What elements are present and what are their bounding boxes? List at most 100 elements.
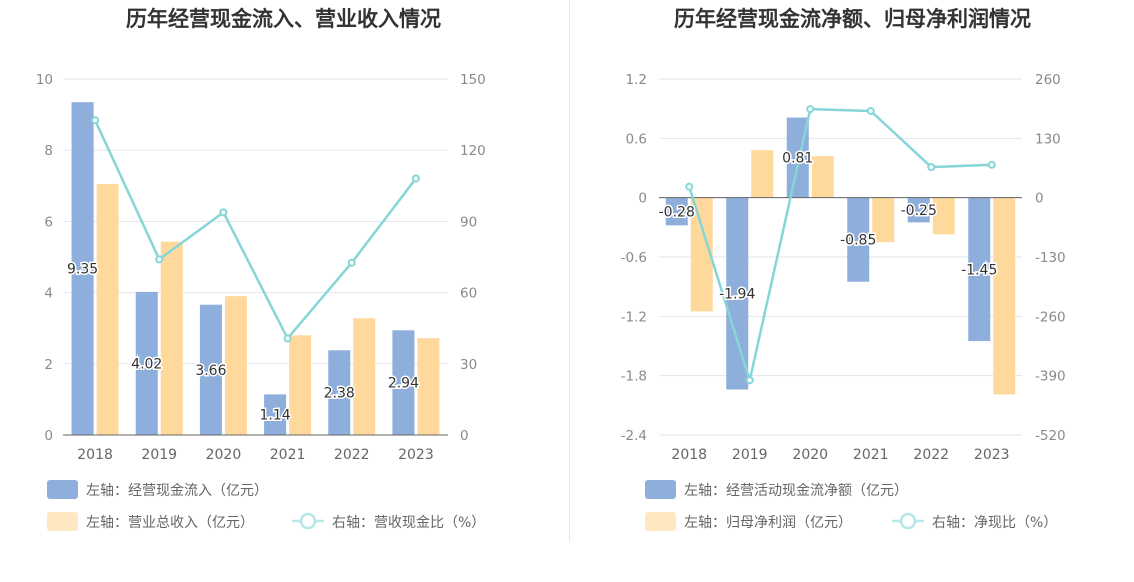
bar-value-label-2021: 1.14 (259, 408, 290, 424)
secondary-bar-2021 (872, 197, 895, 243)
right-axis-tick-label: 130 (1035, 131, 1061, 147)
bar-value-label-2022: -0.25 (901, 203, 937, 219)
legend-label-primary: 左轴：经营活动现金流净额（亿元） (684, 483, 908, 499)
left-axis-tick-label: 0 (638, 191, 647, 207)
category-label-2018: 2018 (77, 447, 113, 463)
category-label-2023: 2023 (974, 447, 1010, 463)
bar-value-label-2020: 0.81 (782, 151, 813, 167)
legend-swatch-line-marker (299, 512, 317, 530)
right-axis-tick-label: 260 (1035, 72, 1061, 88)
ratio-point-2021 (283, 334, 292, 343)
bar-value-label-2018: 9.35 (67, 262, 98, 278)
category-label-2022: 2022 (334, 447, 370, 463)
primary-bar-2020 (199, 304, 222, 435)
ratio-point-2020 (219, 208, 228, 217)
ratio-point-2022 (927, 163, 936, 172)
legend-label-secondary: 左轴：营业总收入（亿元） (86, 515, 254, 531)
secondary-bar-2023 (417, 338, 440, 435)
primary-bar-2023 (968, 197, 991, 342)
legend-label-primary: 左轴：经营现金流入（亿元） (86, 483, 268, 499)
category-label-2019: 2019 (732, 447, 768, 463)
left-axis-tick-label: 6 (44, 214, 53, 230)
secondary-bar-2019 (751, 150, 774, 198)
category-label-2019: 2019 (141, 447, 177, 463)
primary-bar-2018 (71, 102, 94, 435)
bar-value-label-2023: -1.45 (961, 262, 997, 278)
right-axis-tick-label: 0 (1035, 191, 1044, 207)
left-axis-tick-label: -1.2 (621, 309, 647, 325)
right-chart-title: 历年经营现金流净额、归母净利润情况 (674, 7, 1031, 31)
bar-value-label-2019: -1.94 (719, 287, 755, 303)
ratio-point-2018 (685, 182, 694, 191)
secondary-bar-2018 (690, 197, 713, 312)
left-axis-tick-label: -1.8 (621, 369, 647, 385)
right-axis-tick-label: 150 (460, 72, 486, 88)
ratio-point-2019 (155, 255, 164, 264)
secondary-bar-2018 (96, 184, 119, 435)
category-label-2021: 2021 (270, 447, 306, 463)
left-axis-tick-label: 0 (44, 428, 53, 444)
bar-value-label-2018: -0.28 (659, 205, 695, 221)
left-axis-tick-label: -2.4 (621, 428, 647, 444)
category-label-2018: 2018 (671, 447, 707, 463)
left-axis-tick-label: 1.2 (626, 72, 647, 88)
primary-bar-2022 (328, 350, 351, 435)
category-label-2020: 2020 (792, 447, 828, 463)
category-label-2022: 2022 (913, 447, 949, 463)
left-axis-tick-label: 2 (44, 357, 53, 373)
right-axis-tick-label: 90 (460, 214, 477, 230)
secondary-bar-2022 (353, 318, 376, 435)
secondary-bar-2020 (224, 296, 247, 435)
ratio-point-2018 (91, 116, 100, 125)
legend-label-secondary: 左轴：归母净利润（亿元） (684, 514, 852, 531)
right-axis-tick-label: 120 (460, 143, 486, 159)
bar-value-label-2022: 2.38 (324, 386, 355, 402)
category-label-2020: 2020 (206, 447, 242, 463)
ratio-line (688, 107, 992, 386)
ratio-point-2022 (347, 258, 356, 267)
bar-value-label-2021: -0.85 (840, 233, 876, 249)
primary-bar-2018 (665, 197, 688, 226)
right-axis-tick-label: -390 (1035, 369, 1066, 385)
secondary-bar-2022 (932, 197, 955, 235)
primary-bar-2019 (135, 291, 158, 435)
category-label-2023: 2023 (398, 447, 434, 463)
left-axis-tick-label: 0.6 (626, 131, 647, 147)
ratio-point-2021 (866, 106, 875, 115)
legend-label-line: 右轴：净现比（%） (932, 515, 1057, 531)
chart-divider (569, 0, 570, 542)
ratio-point-2023 (987, 160, 996, 169)
left-axis-tick-label: 10 (36, 72, 53, 88)
right-axis-tick-label: 0 (460, 428, 469, 444)
secondary-bar-2019 (160, 241, 183, 435)
secondary-bar-2020 (811, 156, 834, 198)
secondary-bar-2023 (993, 197, 1016, 395)
bar-value-label-2023: 2.94 (388, 376, 419, 392)
bar-value-label-2019: 4.02 (131, 356, 162, 372)
left-axis-tick-label: -0.6 (621, 250, 647, 266)
category-label-2021: 2021 (853, 447, 889, 463)
primary-bar-2021 (847, 197, 870, 282)
right-axis-tick-label: -520 (1035, 428, 1066, 444)
primary-bar-2022 (907, 197, 930, 223)
ratio-point-2020 (806, 105, 815, 114)
legend-swatch-secondary (47, 512, 78, 531)
secondary-bar-2021 (289, 335, 312, 435)
legend-swatch-line-marker (899, 512, 917, 530)
right-axis-tick-label: 30 (460, 357, 477, 373)
primary-bar-2023 (392, 330, 415, 435)
ratio-point-2019 (745, 376, 754, 385)
legend-swatch-secondary (645, 512, 676, 531)
left-axis-tick-label: 4 (44, 286, 53, 302)
left-axis-tick-label: 8 (44, 143, 53, 159)
right-axis-tick-label: 60 (460, 286, 477, 302)
primary-bar-2021 (264, 394, 287, 435)
ratio-point-2023 (411, 174, 420, 183)
bar-value-label-2020: 3.66 (195, 363, 226, 379)
ratio-line (93, 119, 417, 341)
legend-swatch-primary (645, 480, 676, 499)
legend-swatch-primary (47, 480, 78, 499)
right-axis-tick-label: -260 (1035, 309, 1066, 325)
right-axis-tick-label: -130 (1035, 250, 1066, 266)
